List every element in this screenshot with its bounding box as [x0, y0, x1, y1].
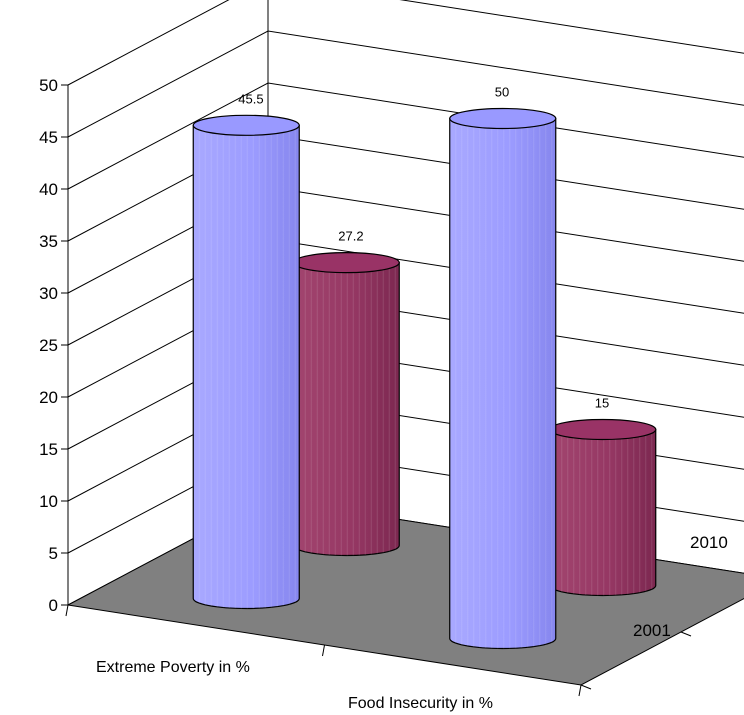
gridline [67, 30, 744, 138]
y-tick-label: 30 [39, 284, 58, 303]
y-tick-label: 25 [39, 336, 58, 355]
cylinder-top [549, 418, 657, 441]
cylinder-bar [192, 114, 300, 610]
gridline [67, 82, 744, 190]
cylinder-bar [449, 107, 557, 650]
gridline [67, 186, 744, 294]
chart-axes [61, 84, 692, 697]
y-tick-label: 40 [39, 180, 58, 199]
cylinder-top [292, 252, 400, 274]
gridline [67, 290, 744, 398]
x-category-label: Food Insecurity in % [348, 695, 493, 712]
y-tick-label: 20 [39, 388, 58, 407]
gridline [67, 0, 744, 86]
y-tick-label: 0 [49, 596, 58, 615]
data-label: 27.2 [338, 229, 363, 244]
y-tick-label: 35 [39, 232, 58, 251]
data-label: 15 [595, 396, 609, 411]
data-label: 50 [495, 85, 509, 100]
x-tick [65, 604, 69, 617]
cylinder-top [449, 107, 557, 130]
gridline [67, 238, 744, 346]
data-label: 45.5 [238, 91, 263, 106]
cylinder-bar [292, 252, 400, 557]
depth-category-label: 2010 [690, 533, 728, 552]
y-tick-label: 5 [49, 544, 58, 563]
y-tick-label: 15 [39, 440, 58, 459]
depth-category-label: 2001 [633, 621, 671, 640]
x-category-label: Extreme Poverty in % [96, 659, 250, 676]
cylinder-top [192, 114, 300, 136]
chart-labels: 0 5 10 15 20 25 30 35 40 45 50 Extreme Poverty in %… [39, 76, 728, 712]
chart-bars [192, 107, 657, 650]
depth-tick [580, 684, 592, 690]
x-tick [322, 644, 325, 657]
depth-tick [680, 631, 692, 637]
cylinder-bar [549, 418, 657, 597]
y-tick-label: 45 [39, 128, 58, 147]
y-tick-label: 50 [39, 76, 58, 95]
cylinder-body [192, 124, 300, 610]
x-tick [578, 684, 582, 697]
cylinder-body [449, 117, 557, 650]
gridline [67, 134, 744, 242]
y-tick-label: 10 [39, 492, 58, 511]
